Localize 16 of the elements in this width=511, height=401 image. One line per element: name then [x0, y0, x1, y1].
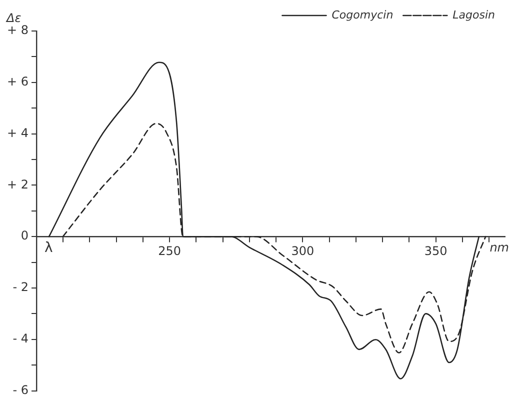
legend-label: Lagosin	[452, 8, 496, 22]
y-tick-label: + 2	[6, 177, 29, 192]
x-tick-label: 350	[424, 244, 448, 258]
y-tick-label: - 4	[12, 332, 29, 346]
y-tick-label: + 8	[6, 23, 29, 38]
x-axis-title: nm	[490, 240, 509, 255]
x-tick-label: 250	[158, 244, 182, 258]
legend-label: Cogomycin	[332, 8, 394, 22]
x-tick-label: 300	[291, 244, 314, 258]
y-tick-label: 0	[20, 228, 29, 243]
y-axis-title: Δε	[6, 11, 22, 26]
annotation: λ	[44, 240, 53, 256]
y-tick-label: + 4	[6, 126, 29, 140]
y-tick-label: - 6	[12, 382, 29, 397]
y-tick-label: - 2	[12, 280, 29, 294]
y-tick-label: + 6	[6, 74, 29, 89]
